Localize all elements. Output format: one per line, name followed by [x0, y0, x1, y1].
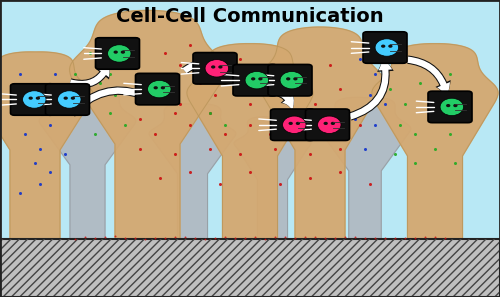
Polygon shape — [70, 10, 226, 239]
Polygon shape — [372, 44, 498, 239]
Ellipse shape — [282, 116, 306, 133]
Ellipse shape — [330, 122, 335, 125]
FancyBboxPatch shape — [233, 64, 277, 96]
FancyBboxPatch shape — [428, 91, 472, 123]
FancyArrowPatch shape — [69, 62, 110, 88]
Ellipse shape — [258, 77, 262, 80]
FancyBboxPatch shape — [270, 109, 314, 140]
Polygon shape — [257, 27, 383, 239]
FancyArrowPatch shape — [349, 58, 392, 119]
Ellipse shape — [36, 97, 40, 100]
FancyArrowPatch shape — [69, 86, 152, 117]
FancyBboxPatch shape — [363, 32, 407, 63]
Ellipse shape — [388, 45, 392, 48]
Ellipse shape — [22, 91, 46, 108]
Polygon shape — [234, 117, 311, 239]
Ellipse shape — [211, 65, 216, 69]
Ellipse shape — [381, 45, 386, 48]
Ellipse shape — [108, 45, 131, 62]
FancyBboxPatch shape — [96, 38, 140, 69]
Ellipse shape — [296, 122, 300, 125]
Polygon shape — [319, 97, 411, 239]
FancyArrowPatch shape — [70, 87, 152, 116]
FancyBboxPatch shape — [306, 109, 350, 140]
Ellipse shape — [154, 86, 158, 89]
Ellipse shape — [280, 72, 303, 89]
Ellipse shape — [446, 104, 450, 107]
FancyArrowPatch shape — [408, 56, 450, 97]
FancyArrowPatch shape — [182, 57, 210, 74]
Text: Cell-Cell Communication: Cell-Cell Communication — [116, 7, 384, 26]
Ellipse shape — [218, 65, 222, 69]
Ellipse shape — [453, 104, 458, 107]
FancyBboxPatch shape — [193, 53, 237, 84]
Polygon shape — [149, 104, 236, 239]
Ellipse shape — [293, 77, 298, 80]
Bar — [0, 239, 500, 297]
Polygon shape — [187, 44, 313, 239]
FancyArrowPatch shape — [182, 59, 210, 73]
FancyArrowPatch shape — [408, 56, 451, 97]
Ellipse shape — [375, 39, 398, 56]
Ellipse shape — [440, 98, 464, 116]
Ellipse shape — [114, 50, 118, 54]
Ellipse shape — [245, 72, 268, 89]
Ellipse shape — [64, 97, 68, 100]
Ellipse shape — [324, 122, 328, 125]
Polygon shape — [0, 52, 93, 239]
Ellipse shape — [160, 86, 165, 89]
FancyArrowPatch shape — [274, 87, 294, 110]
Polygon shape — [39, 88, 136, 239]
FancyArrowPatch shape — [349, 58, 394, 121]
Ellipse shape — [120, 50, 125, 54]
Ellipse shape — [28, 97, 33, 100]
Ellipse shape — [148, 80, 171, 98]
FancyBboxPatch shape — [268, 64, 312, 96]
Ellipse shape — [205, 60, 229, 77]
Ellipse shape — [251, 77, 256, 80]
FancyBboxPatch shape — [46, 84, 90, 115]
Ellipse shape — [288, 122, 293, 125]
Ellipse shape — [70, 97, 75, 100]
Ellipse shape — [58, 91, 81, 108]
Bar — [0, 239, 500, 297]
FancyArrowPatch shape — [274, 88, 294, 110]
FancyBboxPatch shape — [136, 73, 180, 105]
Ellipse shape — [286, 77, 290, 80]
Ellipse shape — [318, 116, 341, 133]
FancyBboxPatch shape — [10, 84, 54, 115]
FancyArrowPatch shape — [70, 62, 110, 87]
